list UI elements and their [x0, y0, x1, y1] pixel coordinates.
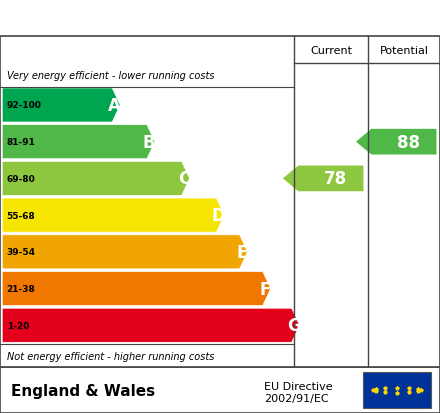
Text: 2002/91/EC: 2002/91/EC — [264, 394, 329, 404]
Text: EU Directive: EU Directive — [264, 381, 333, 391]
Text: Potential: Potential — [379, 45, 429, 55]
Text: Not energy efficient - higher running costs: Not energy efficient - higher running co… — [7, 351, 214, 361]
Polygon shape — [2, 125, 155, 159]
Text: G: G — [287, 316, 301, 335]
Text: E: E — [236, 243, 247, 261]
Text: 88: 88 — [397, 133, 420, 151]
Text: 92-100: 92-100 — [7, 101, 41, 110]
Polygon shape — [2, 272, 271, 306]
Text: 21-38: 21-38 — [7, 285, 35, 293]
Text: 39-54: 39-54 — [7, 248, 36, 257]
Text: 78: 78 — [324, 170, 347, 188]
Text: A: A — [108, 97, 121, 115]
Polygon shape — [2, 162, 190, 196]
Text: C: C — [178, 170, 190, 188]
Polygon shape — [2, 89, 120, 123]
Text: 1-20: 1-20 — [7, 321, 29, 330]
Text: F: F — [259, 280, 271, 298]
Polygon shape — [2, 309, 300, 342]
Text: 81-91: 81-91 — [7, 138, 36, 147]
Text: 55-68: 55-68 — [7, 211, 35, 220]
Text: England & Wales: England & Wales — [11, 383, 155, 398]
Text: B: B — [143, 133, 155, 151]
Polygon shape — [2, 199, 224, 233]
Polygon shape — [2, 235, 248, 269]
Polygon shape — [283, 166, 363, 192]
Text: Current: Current — [310, 45, 352, 55]
Polygon shape — [356, 130, 436, 155]
Text: Energy Efficiency Rating: Energy Efficiency Rating — [11, 9, 299, 28]
Text: Very energy efficient - lower running costs: Very energy efficient - lower running co… — [7, 71, 214, 81]
Text: 69-80: 69-80 — [7, 174, 35, 183]
Bar — [363, 372, 431, 408]
Text: D: D — [212, 206, 226, 225]
